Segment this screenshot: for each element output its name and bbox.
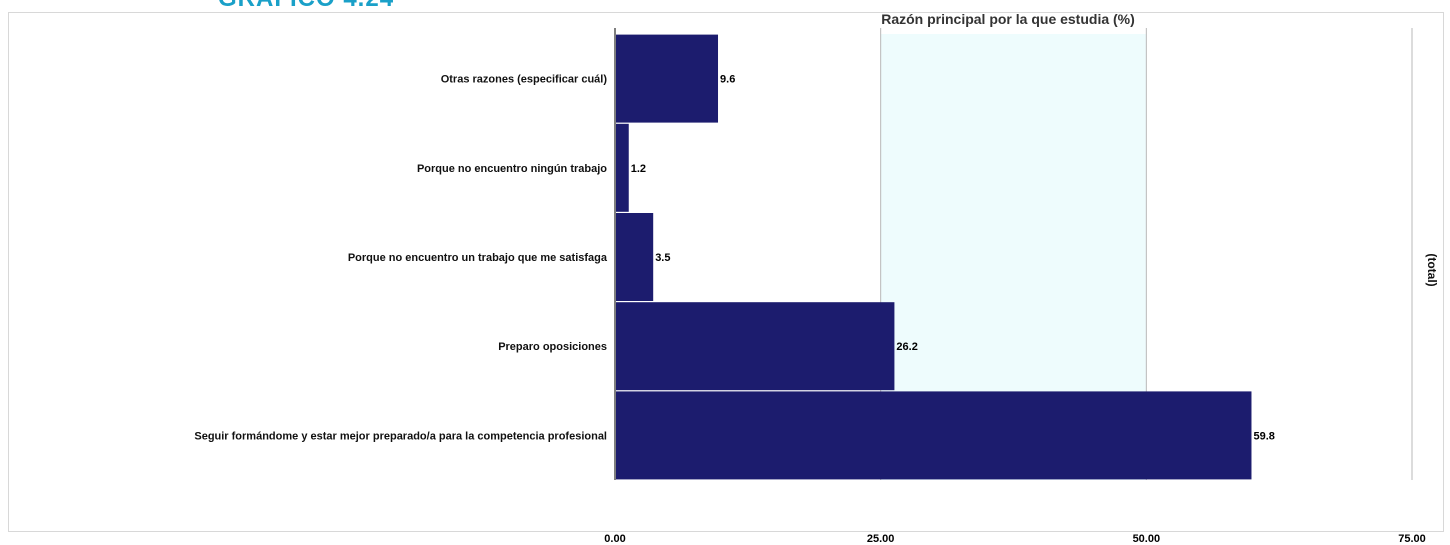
bar	[616, 302, 895, 391]
x-axis-ticks: 0.00 25.00 50.00 75.00	[604, 533, 1425, 545]
bars: Otras razones (especificar cuál) 9.6 Porqu…	[194, 34, 1275, 480]
value-label: 26.2	[896, 341, 917, 353]
value-label: 9.6	[720, 74, 735, 86]
bar	[616, 213, 654, 301]
bar	[616, 34, 719, 123]
bar	[616, 123, 629, 212]
x-tick-label: 50.00	[1133, 533, 1161, 545]
bar-group: Porque no encuentro un trabajo que me sa…	[348, 213, 670, 301]
chart-title: Razón principal por la que estudia (%)	[881, 11, 1135, 27]
category-label: Otras razones (especificar cuál)	[441, 74, 608, 86]
bar-group: Preparo oposiciones 26.2	[498, 302, 918, 391]
bar	[616, 391, 1252, 480]
category-label: Porque no encuentro ningún trabajo	[417, 163, 607, 175]
figure-heading: GRÁFICO 4.24	[218, 0, 394, 13]
chart-frame	[8, 12, 1444, 532]
x-tick-label: 75.00	[1398, 533, 1426, 545]
category-label: Seguir formándome y estar mejor preparad…	[194, 430, 607, 442]
side-label: (total)	[1425, 253, 1439, 286]
bar-group: Otras razones (especificar cuál) 9.6	[441, 34, 735, 123]
value-label: 59.8	[1253, 430, 1274, 442]
bar-group: Seguir formándome y estar mejor preparad…	[194, 391, 1275, 480]
x-tick-label: 0.00	[604, 533, 625, 545]
category-label: Porque no encuentro un trabajo que me sa…	[348, 252, 608, 264]
value-label: 3.5	[655, 252, 670, 264]
x-tick-label: 25.00	[867, 533, 895, 545]
bar-group: Porque no encuentro ningún trabajo 1.2	[417, 123, 646, 212]
category-label: Preparo oposiciones	[498, 341, 607, 353]
value-label: 1.2	[631, 163, 646, 175]
